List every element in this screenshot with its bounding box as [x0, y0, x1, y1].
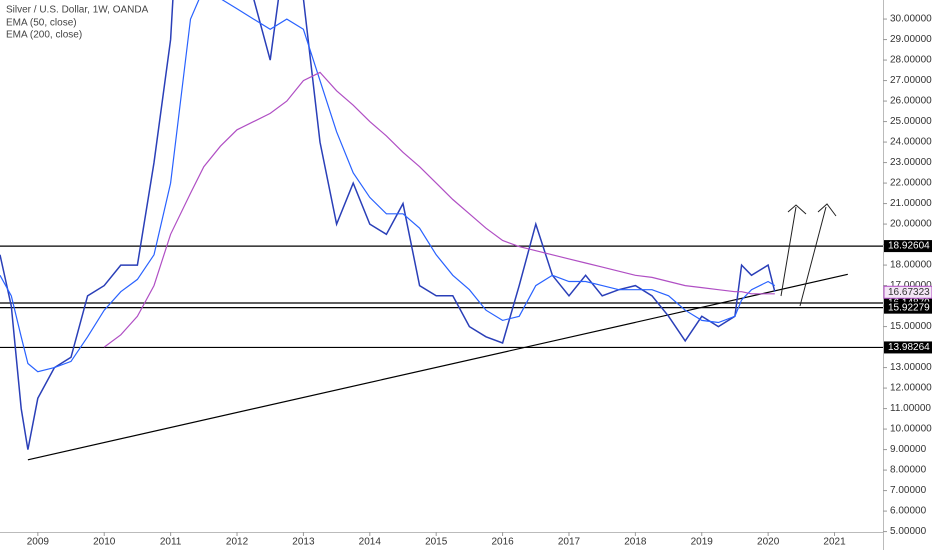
price-label-bg [884, 240, 932, 253]
ema-line [103, 71, 775, 348]
y-tick-label: 15.00000 [890, 321, 932, 332]
y-tick-label: 20.00000 [890, 219, 932, 230]
price-label: 18.92604 [888, 241, 930, 252]
legend-symbol: Silver / U.S. Dollar, 1W, OANDA [6, 5, 149, 16]
legend-entry: EMA (200, close) [6, 30, 82, 41]
x-tick-label: 2018 [624, 537, 647, 548]
y-tick-label: 5.00000 [890, 526, 927, 537]
y-tick-label: 30.00000 [890, 14, 932, 25]
x-tick-label: 2012 [226, 537, 249, 548]
y-tick-label: 18.00000 [890, 260, 932, 271]
x-tick-label: 2016 [491, 537, 514, 548]
y-tick-label: 25.00000 [890, 116, 932, 127]
trendline [27, 273, 848, 461]
y-tick-label: 23.00000 [890, 157, 932, 168]
current-price-bg [883, 285, 932, 299]
x-tick-label: 2010 [93, 537, 116, 548]
y-tick-label: 10.00000 [890, 424, 932, 435]
y-tick-label: 28.00000 [890, 55, 932, 66]
price-label: 15.92279 [888, 302, 930, 313]
drawn-arrows [780, 203, 837, 307]
y-tick-label: 12.00000 [890, 383, 932, 394]
y-tick-label: 13.00000 [890, 362, 932, 373]
y-tick-label: 6.00000 [890, 506, 927, 517]
y-tick-label: 17.00000 [890, 280, 932, 291]
arrow [799, 203, 837, 307]
axes: 5.00000 6.00000 7.00000 8.00000 9.00000 10.00… [27, 14, 932, 548]
current-price-label: 16.67323 [888, 287, 930, 298]
y-tick-label: 22.00000 [890, 178, 932, 189]
price-label: 13.98264 [888, 342, 930, 353]
y-tick-label: 11.00000 [890, 403, 931, 414]
y-tick-label: 9.00000 [890, 444, 927, 455]
y-tick-label: 27.00000 [890, 75, 932, 86]
x-tick-label: 2013 [292, 537, 315, 548]
x-tick-label: 2021 [823, 537, 846, 548]
x-tick-label: 2009 [27, 537, 50, 548]
x-tick-label: 2015 [425, 537, 448, 548]
x-tick-label: 2014 [359, 537, 382, 548]
y-tick-label: 29.00000 [890, 34, 932, 45]
x-tick-label: 2011 [160, 537, 182, 548]
legend-entry: EMA (50, close) [6, 18, 77, 29]
y-tick-label: 8.00000 [890, 465, 927, 476]
y-tick-label: 21.00000 [890, 198, 932, 209]
price-line [0, 0, 776, 450]
ema-line [0, 0, 776, 373]
y-tick-label: 24.00000 [890, 137, 932, 148]
x-tick-label: 2019 [691, 537, 714, 548]
arrow [780, 204, 807, 297]
price-label-bg [884, 301, 932, 314]
price-label-bg [884, 341, 932, 354]
plot-area [0, 0, 883, 461]
y-tick-label: 7.00000 [890, 485, 927, 496]
x-tick-label: 2017 [558, 537, 581, 548]
y-tick-label: 26.00000 [890, 96, 932, 107]
x-tick-label: 2020 [757, 537, 780, 548]
